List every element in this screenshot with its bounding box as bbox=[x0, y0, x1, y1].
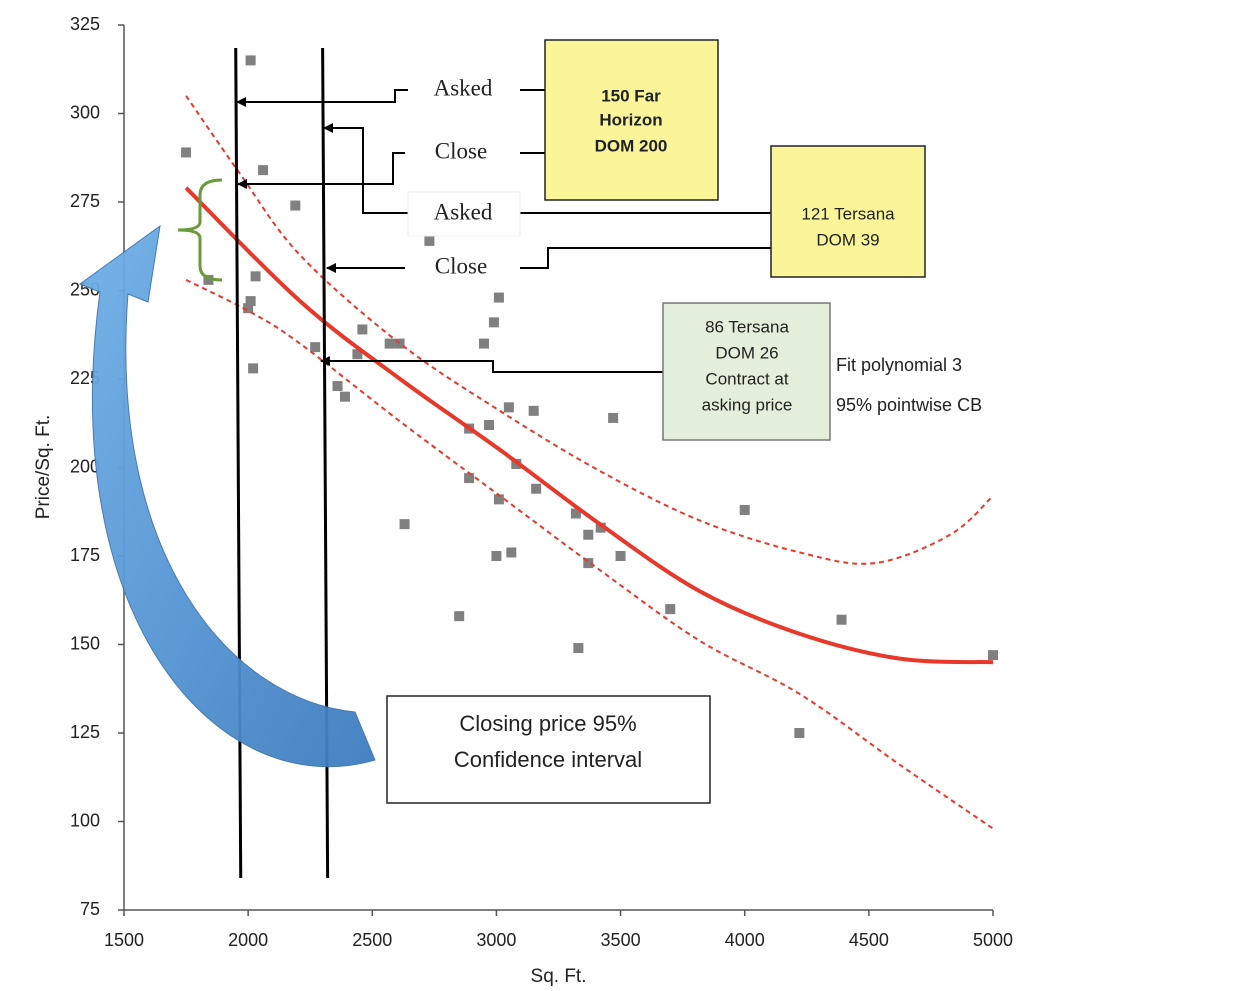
x-tick-label: 4000 bbox=[725, 930, 765, 950]
point bbox=[339, 391, 350, 402]
point bbox=[203, 274, 214, 285]
y-tick-label: 150 bbox=[70, 633, 100, 653]
point bbox=[290, 200, 301, 211]
note-text: DOM 200 bbox=[595, 136, 668, 155]
asked-label: Asked bbox=[434, 75, 493, 100]
point bbox=[181, 147, 192, 158]
note-box bbox=[386, 695, 711, 804]
close-label: Close bbox=[435, 138, 487, 163]
note-box bbox=[662, 302, 831, 441]
point bbox=[665, 604, 676, 615]
point bbox=[483, 420, 494, 431]
point bbox=[310, 342, 321, 353]
point bbox=[608, 412, 619, 423]
x-tick-label: 4500 bbox=[849, 930, 889, 950]
point bbox=[243, 303, 254, 314]
point bbox=[352, 349, 363, 360]
point bbox=[503, 402, 514, 413]
x-tick-label: 2000 bbox=[228, 930, 268, 950]
note-box bbox=[770, 145, 926, 278]
y-tick-label: 100 bbox=[70, 810, 100, 830]
point bbox=[357, 324, 368, 335]
point bbox=[583, 529, 594, 540]
note-text: DOM 26 bbox=[715, 343, 778, 362]
arrow bbox=[237, 152, 405, 189]
y-axis-label: Price/Sq. Ft. bbox=[33, 415, 54, 520]
x-tick-label: 5000 bbox=[973, 930, 1013, 950]
note-text: Contract at bbox=[705, 369, 788, 388]
point bbox=[332, 381, 343, 392]
confidence-band bbox=[185, 278, 994, 830]
arrow bbox=[323, 123, 408, 214]
close-label: Close bbox=[435, 253, 487, 278]
point bbox=[399, 519, 410, 530]
x-axis-label: Sq. Ft. bbox=[531, 966, 587, 987]
point bbox=[479, 338, 490, 349]
connector bbox=[520, 89, 771, 269]
note-text: DOM 39 bbox=[816, 230, 879, 249]
y-tick-label: 325 bbox=[70, 14, 100, 34]
point bbox=[739, 504, 750, 515]
point bbox=[988, 650, 998, 661]
point bbox=[493, 292, 504, 303]
asked-label: Asked bbox=[434, 199, 493, 224]
point bbox=[384, 338, 395, 349]
confidence-band bbox=[185, 95, 994, 565]
point bbox=[424, 235, 435, 246]
point bbox=[454, 611, 465, 622]
annotations: Asked Close Asked Close 150 Far Horizon … bbox=[78, 39, 982, 804]
y-tick-label: 175 bbox=[70, 545, 100, 565]
point bbox=[258, 165, 269, 176]
point bbox=[583, 558, 594, 569]
x-tick-label: 3000 bbox=[476, 930, 516, 950]
point bbox=[493, 494, 504, 505]
y-tick-label: 125 bbox=[70, 722, 100, 742]
note-text: 121 Tersana bbox=[801, 204, 895, 223]
note-text: 86 Tersana bbox=[705, 317, 789, 336]
note-text: Confidence interval bbox=[454, 747, 642, 772]
x-tick-label: 2500 bbox=[352, 930, 392, 950]
note-text: Closing price 95% bbox=[459, 711, 636, 736]
note-text: 150 Far bbox=[601, 86, 661, 105]
point bbox=[573, 643, 584, 654]
x-tick-label: 3500 bbox=[601, 930, 641, 950]
point bbox=[245, 296, 256, 307]
y-tick-label: 200 bbox=[70, 456, 100, 476]
point bbox=[595, 522, 606, 533]
note-box bbox=[544, 39, 719, 201]
point bbox=[245, 55, 256, 66]
point bbox=[488, 317, 499, 328]
x-tick-label: 1500 bbox=[104, 930, 144, 950]
note-text: asking price bbox=[702, 395, 793, 414]
point bbox=[250, 271, 261, 282]
curved-arrow bbox=[78, 224, 376, 768]
y-tick-label: 300 bbox=[70, 102, 100, 122]
label-bg bbox=[408, 248, 520, 288]
fit-curve bbox=[184, 186, 994, 665]
point bbox=[464, 473, 475, 484]
point bbox=[248, 363, 259, 374]
point bbox=[491, 551, 502, 561]
label-bg bbox=[408, 70, 520, 110]
band-note: 95% pointwise CB bbox=[836, 395, 982, 415]
label-bg bbox=[408, 133, 520, 173]
point bbox=[394, 338, 405, 349]
point bbox=[531, 483, 542, 494]
label-bg bbox=[407, 191, 521, 237]
point bbox=[528, 405, 539, 416]
fit-note: Fit polynomial 3 bbox=[836, 355, 962, 375]
point bbox=[794, 728, 805, 738]
brace bbox=[177, 178, 223, 282]
point bbox=[615, 551, 626, 561]
y-tick-label: 75 bbox=[80, 899, 100, 919]
note-text: Horizon bbox=[599, 110, 662, 129]
arrow bbox=[236, 89, 408, 107]
point bbox=[570, 508, 581, 519]
point bbox=[506, 547, 517, 558]
arrow bbox=[320, 356, 663, 373]
y-tick-label: 275 bbox=[70, 191, 100, 211]
point bbox=[836, 614, 847, 625]
